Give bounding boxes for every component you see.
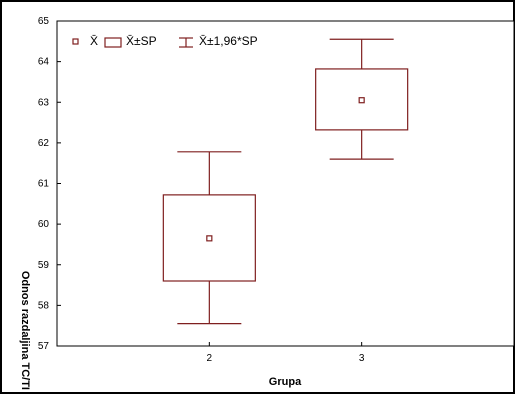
box-group-2	[162, 151, 256, 325]
legend-box-label: X̄±SP	[126, 34, 157, 48]
mean-point	[358, 97, 365, 104]
series-layer	[162, 38, 409, 325]
y-tick-label: 65	[38, 16, 50, 27]
mean-point	[206, 235, 213, 242]
y-tick-label: 62	[38, 138, 50, 149]
legend-whisker-label: X̄±1,96*SP	[199, 34, 258, 48]
x-axis-title: Grupa	[269, 376, 302, 388]
y-axis-title: Odnos razdaljina TC/TI	[19, 271, 31, 390]
y-tick-label: 63	[38, 97, 50, 108]
legend-box-marker	[104, 37, 122, 48]
box-group-3	[315, 38, 409, 160]
y-tick-label: 60	[38, 219, 50, 230]
y-tick-label: 61	[38, 179, 50, 190]
y-axis: 57 58 59 60 61 62 63 64 65	[38, 16, 61, 352]
plot-area	[56, 20, 515, 347]
x-tick-label: 3	[359, 353, 365, 364]
y-tick-label: 64	[38, 57, 50, 68]
x-tick-label: 2	[207, 353, 213, 364]
legend: X̄ X̄±SP X̄±1,96*SP	[72, 34, 258, 48]
legend-mean-label: X̄	[90, 34, 98, 48]
y-tick-label: 58	[38, 300, 50, 311]
y-tick-label: 59	[38, 260, 50, 271]
y-tick-label: 57	[38, 341, 50, 352]
legend-mean-marker	[72, 38, 79, 45]
